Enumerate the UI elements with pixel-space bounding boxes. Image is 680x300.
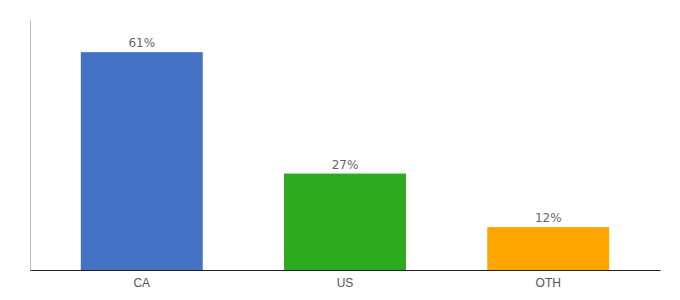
bar	[487, 227, 609, 270]
y-axis-line	[30, 21, 31, 271]
x-tick-label: OTH	[536, 276, 561, 290]
x-tick: US	[337, 276, 354, 290]
x-tick: CA	[133, 276, 150, 290]
bar	[81, 52, 203, 270]
x-axis: CA US OTH	[31, 271, 661, 290]
x-tick: OTH	[536, 276, 561, 290]
chart: CA US OTH 61% 27% 12%	[0, 0, 680, 300]
data-label: 61%	[128, 36, 155, 50]
x-tick-label: CA	[133, 276, 150, 290]
bar	[284, 174, 406, 270]
plot: CA US OTH 61% 27% 12%	[31, 21, 661, 290]
data-label: 27%	[332, 158, 359, 172]
x-axis-line	[31, 270, 661, 271]
data-labels: 61% 27% 12%	[128, 36, 561, 225]
x-tick-label: US	[337, 276, 354, 290]
bars	[81, 52, 609, 270]
y-axis	[30, 21, 31, 271]
data-label: 12%	[535, 211, 562, 225]
